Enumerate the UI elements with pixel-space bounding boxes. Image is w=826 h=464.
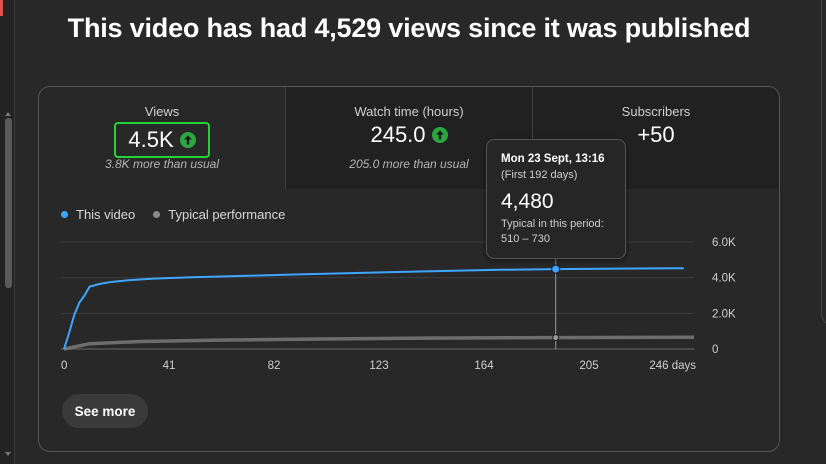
metric-comparison: 3.8K more than usual xyxy=(104,157,220,171)
hover-point-this-video xyxy=(551,264,561,274)
x-tick-label: 123 xyxy=(369,360,388,372)
chart-legend: This video Typical performance xyxy=(61,207,285,222)
metric-value: 4.5K xyxy=(128,127,174,152)
x-tick-label: 82 xyxy=(268,360,281,372)
y-tick-label: 6.0K xyxy=(712,237,736,249)
metric-comparison: 205.0 more than usual xyxy=(349,157,469,171)
y-tick-label: 4.0K xyxy=(712,273,736,285)
metric-tabs: Views 4.5K 3.8K more than usual Watch ti… xyxy=(39,87,779,189)
scroll-down-icon[interactable] xyxy=(5,452,11,456)
scrollbar-thumb[interactable] xyxy=(5,118,12,288)
metric-label: Views xyxy=(144,104,180,119)
metric-value: 245.0 xyxy=(370,122,426,147)
series-line-this-video xyxy=(63,267,684,350)
tooltip-value: 4,480 xyxy=(501,190,554,213)
left-scrollbar[interactable] xyxy=(0,0,15,464)
chart-tooltip: Mon 23 Sept, 13:16 (First 192 days) 4,48… xyxy=(486,139,626,259)
series-line-typical xyxy=(63,335,695,351)
x-tick-label: 205 xyxy=(579,360,598,372)
arrow-up-circle-icon xyxy=(179,132,196,148)
y-tick-label: 0 xyxy=(712,344,718,356)
x-tick-label: 164 xyxy=(474,360,494,372)
metric-value-row: 245.0 xyxy=(286,122,532,148)
legend-label: This video xyxy=(76,207,136,222)
highlighted-value-box: 4.5K xyxy=(114,122,210,158)
page-headline: This video has had 4,529 views since it … xyxy=(67,13,751,43)
y-tick-label: 2.0K xyxy=(712,308,736,320)
views-line-chart[interactable]: 0 2.0K 4.0K 6.0K 0 41 82 123 164 205 246 days xyxy=(39,227,779,387)
tooltip-date: Mon 23 Sept, 13:16 xyxy=(501,153,605,165)
analytics-card: Views 4.5K 3.8K more than usual Watch ti… xyxy=(38,86,780,452)
right-panel-edge xyxy=(821,0,826,327)
tooltip-period: (First 192 days) xyxy=(501,169,578,181)
legend-label: Typical performance xyxy=(168,207,286,222)
metric-value: +50 xyxy=(637,122,675,147)
x-tick-label: 0 xyxy=(61,360,67,372)
x-tick-label: 41 xyxy=(163,360,176,372)
metric-value-row: 4.5K xyxy=(39,122,285,158)
arrow-up-circle-icon xyxy=(431,127,448,143)
legend-dot-icon xyxy=(61,211,68,218)
metric-label: Watch time (hours) xyxy=(354,104,464,119)
metric-value-row: +50 xyxy=(533,122,779,148)
see-more-button[interactable]: See more xyxy=(62,394,148,428)
left-edge-marker xyxy=(0,0,3,16)
x-tick-label: 246 days xyxy=(649,360,696,372)
metric-label: Subscribers xyxy=(621,104,691,119)
metric-tab-views[interactable]: Views 4.5K 3.8K more than usual xyxy=(39,87,285,189)
tooltip-typical-label: Typical in this period: xyxy=(501,218,604,230)
legend-item-typical[interactable]: Typical performance xyxy=(153,207,285,222)
scroll-up-icon[interactable] xyxy=(5,112,11,116)
legend-dot-icon xyxy=(153,211,161,218)
tooltip-typical-range: 510 – 730 xyxy=(501,233,550,245)
hover-point-typical xyxy=(552,334,560,342)
legend-item-this-video[interactable]: This video xyxy=(61,207,135,222)
